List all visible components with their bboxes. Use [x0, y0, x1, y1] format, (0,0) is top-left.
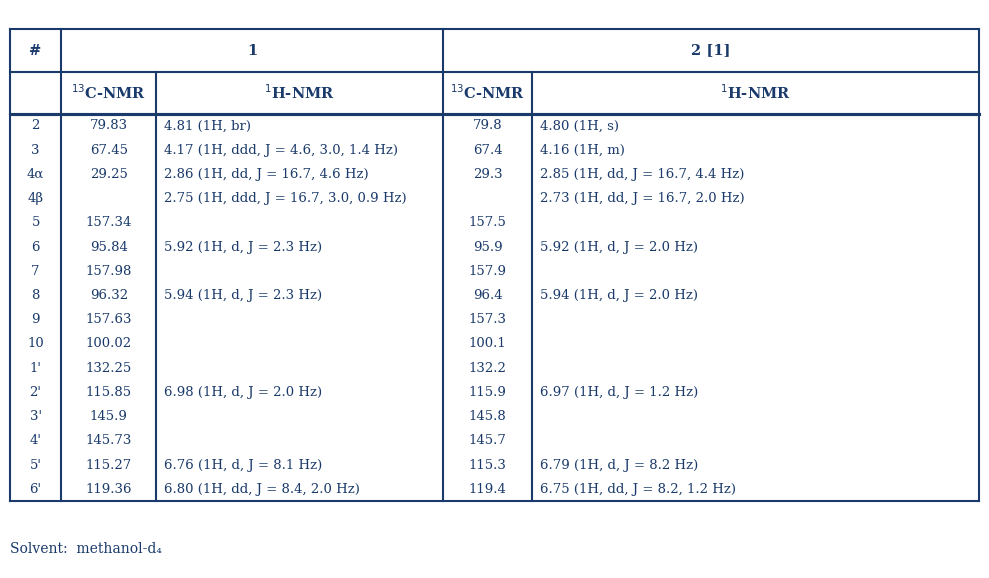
Text: 4.17 (1H, ddd, J = 4.6, 3.0, 1.4 Hz): 4.17 (1H, ddd, J = 4.6, 3.0, 1.4 Hz) — [164, 144, 399, 157]
Text: 5.94 (1H, d, J = 2.0 Hz): 5.94 (1H, d, J = 2.0 Hz) — [540, 289, 698, 302]
Text: 5': 5' — [30, 458, 42, 472]
Text: 6: 6 — [32, 240, 40, 254]
Text: 145.7: 145.7 — [469, 434, 506, 447]
Text: 6.80 (1H, dd, J = 8.4, 2.0 Hz): 6.80 (1H, dd, J = 8.4, 2.0 Hz) — [164, 483, 360, 496]
Text: 145.73: 145.73 — [86, 434, 132, 447]
Text: 1: 1 — [247, 43, 257, 58]
Text: 3: 3 — [32, 144, 40, 157]
Text: 4.16 (1H, m): 4.16 (1H, m) — [540, 144, 625, 157]
Text: 157.98: 157.98 — [86, 265, 132, 278]
Text: 95.84: 95.84 — [90, 240, 128, 254]
Text: 3': 3' — [30, 410, 42, 423]
Text: 2.73 (1H, dd, J = 16.7, 2.0 Hz): 2.73 (1H, dd, J = 16.7, 2.0 Hz) — [540, 192, 745, 205]
Text: 119.36: 119.36 — [85, 483, 133, 496]
Text: 96.32: 96.32 — [90, 289, 128, 302]
Text: 157.34: 157.34 — [86, 216, 132, 229]
Text: 115.9: 115.9 — [469, 386, 506, 399]
Text: 157.9: 157.9 — [469, 265, 506, 278]
Text: 2: 2 — [32, 120, 40, 132]
Text: 145.8: 145.8 — [469, 410, 506, 423]
Text: 132.25: 132.25 — [86, 362, 132, 375]
Text: 5.94 (1H, d, J = 2.3 Hz): 5.94 (1H, d, J = 2.3 Hz) — [164, 289, 322, 302]
Text: 4': 4' — [30, 434, 42, 447]
Text: 79.83: 79.83 — [90, 120, 128, 132]
Text: 4.80 (1H, s): 4.80 (1H, s) — [540, 120, 619, 132]
Text: 6.75 (1H, dd, J = 8.2, 1.2 Hz): 6.75 (1H, dd, J = 8.2, 1.2 Hz) — [540, 483, 736, 496]
Text: 6.79 (1H, d, J = 8.2 Hz): 6.79 (1H, d, J = 8.2 Hz) — [540, 458, 698, 472]
Text: 4β: 4β — [28, 192, 44, 205]
Text: $^{13}$C-NMR: $^{13}$C-NMR — [450, 84, 525, 102]
Text: 7: 7 — [32, 265, 40, 278]
Text: 2.85 (1H, dd, J = 16.7, 4.4 Hz): 2.85 (1H, dd, J = 16.7, 4.4 Hz) — [540, 168, 745, 181]
Text: 2': 2' — [30, 386, 42, 399]
Text: #: # — [30, 43, 42, 58]
Text: $^{13}$C-NMR: $^{13}$C-NMR — [71, 84, 146, 102]
Text: 8: 8 — [32, 289, 40, 302]
Text: 6': 6' — [30, 483, 42, 496]
Text: 157.3: 157.3 — [469, 313, 506, 326]
Text: $^{1}$H-NMR: $^{1}$H-NMR — [264, 84, 335, 102]
Text: 4α: 4α — [27, 168, 45, 181]
Text: 115.3: 115.3 — [469, 458, 506, 472]
Text: 4.81 (1H, br): 4.81 (1H, br) — [164, 120, 251, 132]
Text: 2.75 (1H, ddd, J = 16.7, 3.0, 0.9 Hz): 2.75 (1H, ddd, J = 16.7, 3.0, 0.9 Hz) — [164, 192, 406, 205]
Text: 6.97 (1H, d, J = 1.2 Hz): 6.97 (1H, d, J = 1.2 Hz) — [540, 386, 698, 399]
Text: 5.92 (1H, d, J = 2.3 Hz): 5.92 (1H, d, J = 2.3 Hz) — [164, 240, 322, 254]
Text: $^{1}$H-NMR: $^{1}$H-NMR — [720, 84, 791, 102]
Text: 96.4: 96.4 — [473, 289, 502, 302]
Text: 6.76 (1H, d, J = 8.1 Hz): 6.76 (1H, d, J = 8.1 Hz) — [164, 458, 322, 472]
Text: 9: 9 — [32, 313, 40, 326]
Text: 2 [1]: 2 [1] — [691, 43, 731, 58]
Text: 95.9: 95.9 — [473, 240, 502, 254]
Text: 67.45: 67.45 — [90, 144, 128, 157]
Text: 29.3: 29.3 — [473, 168, 502, 181]
Text: 5.92 (1H, d, J = 2.0 Hz): 5.92 (1H, d, J = 2.0 Hz) — [540, 240, 698, 254]
Text: 2.86 (1H, dd, J = 16.7, 4.6 Hz): 2.86 (1H, dd, J = 16.7, 4.6 Hz) — [164, 168, 369, 181]
Text: 67.4: 67.4 — [473, 144, 502, 157]
Text: 10: 10 — [28, 338, 44, 350]
Text: 100.02: 100.02 — [86, 338, 132, 350]
Text: 145.9: 145.9 — [90, 410, 128, 423]
Text: 5: 5 — [32, 216, 40, 229]
Text: 100.1: 100.1 — [469, 338, 506, 350]
Text: 157.63: 157.63 — [85, 313, 133, 326]
Text: 157.5: 157.5 — [469, 216, 506, 229]
Text: 1': 1' — [30, 362, 42, 375]
Text: Solvent:  methanol-d₄: Solvent: methanol-d₄ — [10, 542, 162, 556]
Text: 115.27: 115.27 — [86, 458, 132, 472]
Text: 119.4: 119.4 — [469, 483, 506, 496]
Text: 79.8: 79.8 — [473, 120, 502, 132]
Text: 29.25: 29.25 — [90, 168, 128, 181]
Text: 132.2: 132.2 — [469, 362, 506, 375]
Text: 6.98 (1H, d, J = 2.0 Hz): 6.98 (1H, d, J = 2.0 Hz) — [164, 386, 322, 399]
Text: 115.85: 115.85 — [86, 386, 132, 399]
